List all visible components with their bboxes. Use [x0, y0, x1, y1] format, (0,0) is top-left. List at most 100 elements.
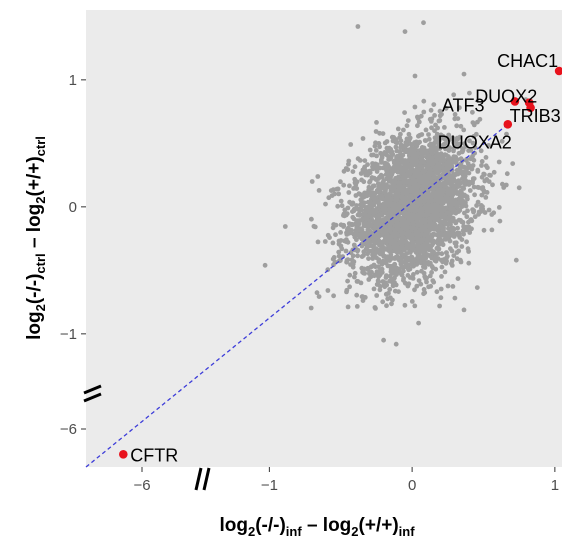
background-point	[409, 151, 414, 157]
background-point	[437, 118, 443, 123]
background-point	[394, 272, 399, 277]
background-point	[379, 261, 385, 267]
background-point	[447, 212, 453, 218]
background-point	[379, 268, 385, 274]
background-point	[405, 225, 410, 231]
background-point	[415, 239, 420, 245]
background-point	[345, 167, 351, 173]
background-point	[416, 177, 422, 183]
background-point	[331, 187, 336, 193]
y-axis: −6 −1 0 1	[60, 72, 86, 438]
background-point	[414, 269, 420, 275]
background-point	[387, 273, 393, 279]
background-point	[420, 245, 426, 251]
background-point	[437, 232, 443, 238]
background-point	[409, 299, 415, 304]
background-point	[442, 141, 448, 147]
background-point	[432, 113, 437, 118]
background-point	[438, 295, 444, 301]
background-point	[447, 238, 453, 244]
background-point	[476, 185, 482, 191]
background-point	[388, 240, 394, 246]
background-point	[436, 152, 442, 158]
background-point	[496, 159, 502, 165]
background-point	[400, 252, 406, 258]
background-point	[418, 160, 424, 165]
background-point	[441, 257, 447, 262]
background-point	[372, 240, 377, 245]
background-point	[424, 179, 430, 185]
background-point	[467, 90, 472, 96]
background-point	[395, 175, 401, 181]
background-point	[397, 149, 403, 155]
background-point	[408, 167, 414, 173]
background-point	[454, 250, 460, 255]
background-point	[475, 169, 481, 174]
background-point	[407, 181, 412, 187]
background-point	[377, 165, 383, 171]
background-point	[384, 228, 389, 234]
background-point	[481, 171, 487, 177]
background-point	[421, 20, 426, 26]
background-point	[335, 203, 341, 209]
background-point	[361, 249, 367, 255]
background-point	[504, 131, 509, 137]
background-point	[401, 276, 406, 281]
background-point	[460, 228, 466, 234]
gene-label-trib3: TRIB3	[510, 106, 561, 126]
background-point	[371, 162, 377, 168]
background-point	[381, 337, 386, 343]
background-point	[421, 264, 426, 270]
background-point	[386, 201, 392, 207]
background-point	[354, 292, 360, 298]
background-point	[438, 286, 444, 292]
background-point	[442, 125, 447, 130]
background-point	[475, 199, 481, 205]
background-point	[455, 225, 460, 231]
background-point	[446, 226, 451, 232]
background-point	[448, 206, 454, 212]
background-point	[372, 305, 378, 310]
background-point	[393, 237, 399, 242]
background-point	[454, 204, 460, 210]
background-point	[448, 219, 453, 225]
background-point	[384, 254, 390, 260]
background-point	[362, 158, 368, 164]
background-points	[262, 20, 529, 347]
background-point	[411, 272, 416, 277]
gene-point-chac1	[554, 66, 562, 76]
background-point	[437, 146, 443, 152]
background-point	[374, 232, 380, 238]
background-point	[435, 246, 440, 251]
background-point	[402, 302, 408, 308]
background-point	[323, 201, 328, 207]
background-point	[387, 287, 393, 292]
background-point	[392, 227, 398, 233]
background-point	[462, 180, 468, 186]
background-point	[345, 304, 351, 310]
background-point	[426, 228, 432, 233]
background-point	[452, 156, 458, 162]
background-point	[374, 169, 380, 174]
background-point	[336, 191, 342, 197]
background-point	[377, 283, 383, 289]
background-point	[372, 195, 378, 201]
background-point	[405, 118, 411, 123]
background-point	[360, 136, 366, 141]
background-point	[459, 190, 464, 195]
background-point	[362, 232, 368, 238]
background-point	[366, 256, 371, 261]
background-point	[394, 156, 399, 162]
background-point	[400, 241, 405, 246]
background-point	[355, 206, 361, 212]
background-point	[416, 232, 422, 238]
background-point	[417, 165, 422, 171]
background-point	[400, 152, 406, 158]
background-point	[406, 197, 412, 203]
gene-label-chac1: CHAC1	[497, 51, 558, 71]
background-point	[356, 191, 362, 197]
background-point	[388, 176, 393, 182]
background-point	[379, 158, 384, 164]
background-point	[420, 169, 426, 175]
background-point	[399, 143, 405, 149]
